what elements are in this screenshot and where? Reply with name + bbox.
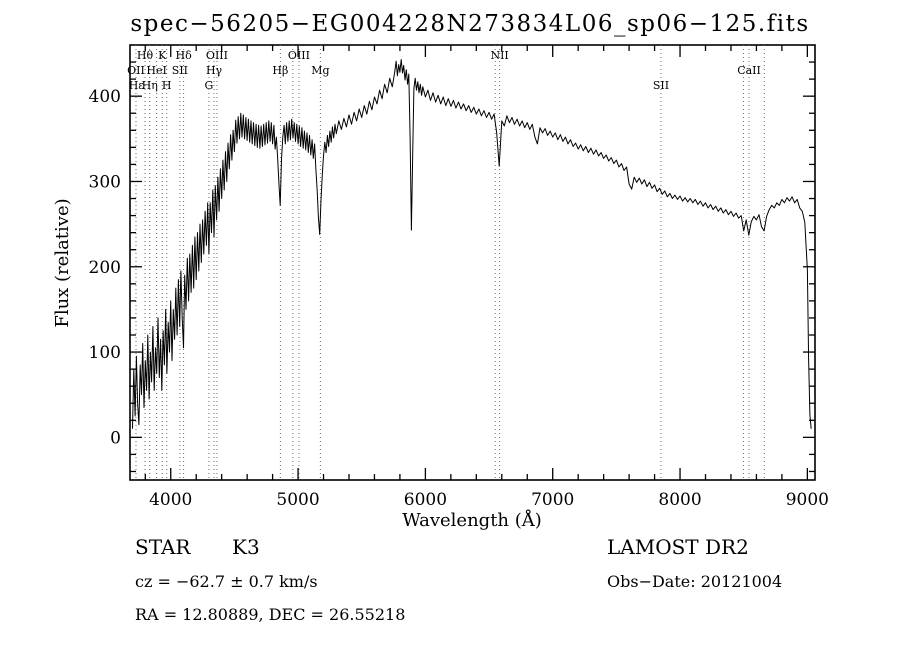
- obs-date-label: Obs−Date: 20121004: [607, 572, 782, 591]
- y-tick-label: 0: [110, 428, 121, 448]
- spectral-line-label: Hγ: [206, 64, 223, 77]
- spectral-line-label: CaII: [737, 64, 761, 77]
- x-tick-label: 5000: [276, 490, 319, 510]
- y-tick-label: 300: [89, 172, 121, 192]
- plot-generated-layer: 4000 5000 6000 7000 8000 9000 0 100 200 300 400 Hθ K…: [89, 45, 829, 510]
- spectral-line-label: OII: [127, 64, 145, 77]
- spectral-line-label: K: [158, 49, 167, 62]
- spectral-line-label: Hη: [142, 79, 158, 92]
- x-tick-label: 6000: [404, 490, 447, 510]
- x-tick-label: 7000: [531, 490, 574, 510]
- spectral-line-label: HeI: [146, 64, 166, 77]
- survey-release-label: LAMOST DR2: [607, 535, 749, 559]
- spectral-line-label: Hθ: [137, 49, 154, 62]
- spectral-line-label: Hε: [129, 79, 145, 92]
- x-tick-label: 8000: [658, 490, 701, 510]
- spectral-line-label: Hβ: [272, 64, 288, 77]
- x-tick-label: 9000: [786, 490, 829, 510]
- spectral-line-label: G: [205, 79, 214, 92]
- spectral-line-label: Hδ: [175, 49, 192, 62]
- spectral-line-label: OIII: [288, 49, 310, 62]
- y-tick-label: 100: [89, 343, 121, 363]
- plot-title: spec−56205−EG004228N273834L06_sp06−125.f…: [130, 11, 809, 37]
- y-tick-label: 400: [89, 87, 121, 107]
- spectral-line-label: H: [162, 79, 172, 92]
- object-class-label: STAR: [135, 535, 191, 559]
- spectral-line-label: SII: [653, 79, 669, 92]
- x-axis-label: Wavelength (Å): [402, 509, 542, 531]
- y-tick-label: 200: [89, 258, 121, 278]
- y-axis-label: Flux (relative): [52, 198, 73, 327]
- plot-frame: [129, 44, 816, 481]
- spectral-line-label: NII: [490, 49, 508, 62]
- spectrum-line: [132, 59, 812, 429]
- object-subclass-label: K3: [232, 535, 260, 559]
- x-tick-label: 4000: [149, 490, 192, 510]
- spectral-line-label: SII: [172, 64, 188, 77]
- spectral-line-label: OIII: [206, 49, 228, 62]
- spectral-line-label: Mg: [311, 64, 329, 77]
- ra-dec-label: RA = 12.80889, DEC = 26.55218: [135, 605, 405, 624]
- cz-velocity-label: cz = −62.7 ± 0.7 km/s: [135, 572, 318, 591]
